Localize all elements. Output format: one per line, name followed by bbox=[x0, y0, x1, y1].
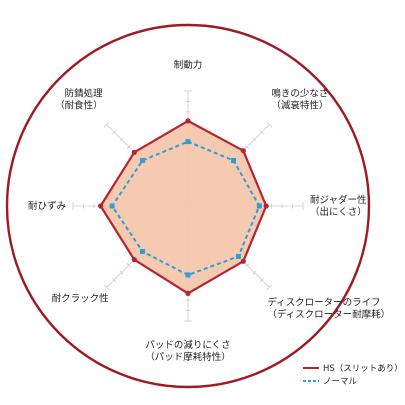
axis-tick bbox=[266, 284, 273, 291]
data-point-1-5 bbox=[139, 249, 145, 255]
axis-tick bbox=[266, 121, 273, 128]
radar-series bbox=[98, 118, 269, 296]
axis-tick bbox=[103, 284, 110, 291]
axis-label-line: 耐ジャダー性 bbox=[310, 194, 367, 206]
axis-label-2: 耐ジャダー性（出にくさ） bbox=[310, 194, 367, 218]
data-point-1-4 bbox=[185, 272, 191, 278]
series-polygon-0 bbox=[99, 119, 268, 295]
axis-label-line: 防錆処理 bbox=[65, 88, 104, 100]
legend-label-0: HS（スリットあり） bbox=[323, 363, 403, 374]
axis-tick bbox=[112, 130, 117, 135]
axis-tick bbox=[119, 270, 124, 275]
axis-tick bbox=[119, 137, 124, 142]
data-point-0-3 bbox=[240, 258, 246, 264]
data-point-0-7 bbox=[131, 149, 137, 155]
data-point-1-2 bbox=[256, 203, 262, 209]
data-point-0-5 bbox=[131, 257, 137, 263]
legend: HS（スリットあり） ノーマル bbox=[303, 363, 403, 387]
axis-label-line: 鳴きの少なさ bbox=[271, 88, 328, 100]
axis-tick bbox=[245, 144, 250, 149]
data-point-0-2 bbox=[263, 203, 269, 209]
axis-label-4: パッドの減りにくさ（パッド摩耗特性） bbox=[145, 339, 231, 363]
axis-tick bbox=[112, 277, 117, 282]
data-point-1-7 bbox=[139, 157, 145, 163]
axis-label-line: （パッド摩耗特性） bbox=[145, 351, 231, 363]
data-point-1-1 bbox=[231, 157, 237, 163]
outer-ring bbox=[5, 23, 371, 389]
series-polygon-1 bbox=[111, 140, 261, 276]
axis-label-line: ディスクローターのライフ bbox=[267, 296, 380, 308]
axis-label-3: ディスクローターのライフ（ディスクローター耐摩耗） bbox=[267, 296, 390, 320]
axis-label-line: 耐ひずみ bbox=[28, 200, 66, 212]
axis-label-line: 耐クラック性 bbox=[52, 292, 110, 304]
axis-tick bbox=[259, 277, 264, 282]
axis-tick bbox=[259, 130, 264, 135]
data-point-1-6 bbox=[109, 203, 115, 209]
axis-label-0: 制動力 bbox=[174, 59, 203, 71]
axis-tick bbox=[126, 144, 131, 149]
axis-label-5: 耐クラック性 bbox=[52, 292, 110, 304]
axis-label-line: 制動力 bbox=[174, 59, 203, 71]
axis-label-6: 耐ひずみ bbox=[28, 200, 66, 212]
data-point-0-1 bbox=[240, 148, 246, 154]
axis-label-1: 鳴きの少なさ（減衰特性） bbox=[271, 88, 328, 112]
data-point-1-3 bbox=[235, 253, 241, 259]
axis-tick bbox=[126, 263, 131, 268]
axis-label-line: （耐食性） bbox=[55, 100, 103, 112]
axis-label-line: パッドの減りにくさ bbox=[145, 339, 230, 351]
legend-label-1: ノーマル bbox=[323, 377, 358, 387]
axis-tick bbox=[245, 263, 250, 268]
axis-label-line: （減衰特性） bbox=[271, 100, 328, 112]
axis-labels: 制動力鳴きの少なさ（減衰特性）耐ジャダー性（出にくさ）ディスクローターのライフ（… bbox=[28, 59, 390, 363]
data-point-0-4 bbox=[185, 290, 191, 296]
data-point-0-0 bbox=[185, 118, 191, 124]
axis-label-7: 防錆処理（耐食性） bbox=[55, 88, 103, 112]
axis-tick bbox=[252, 137, 257, 142]
axis-label-line: （出にくさ） bbox=[310, 206, 367, 218]
data-point-0-6 bbox=[98, 203, 104, 209]
axis-label-line: （ディスクローター耐摩耗） bbox=[267, 308, 390, 320]
data-point-1-0 bbox=[185, 139, 191, 145]
axis-tick bbox=[103, 121, 110, 128]
axis-tick bbox=[252, 270, 257, 275]
